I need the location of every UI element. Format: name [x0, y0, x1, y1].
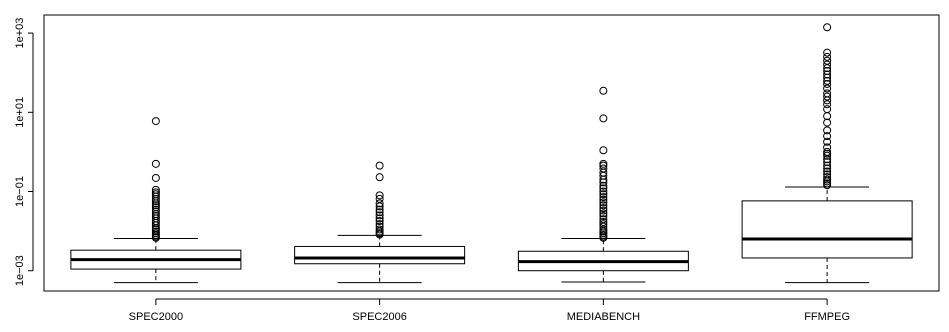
outlier-point — [375, 230, 384, 239]
outlier-point — [823, 52, 832, 61]
outlier-point — [375, 173, 384, 182]
outlier-point — [375, 194, 384, 203]
box-spec2006 — [294, 161, 466, 284]
outlier-point — [823, 167, 832, 176]
outlier-point — [599, 209, 608, 218]
outlier-point — [823, 92, 832, 101]
outlier-point — [599, 184, 608, 193]
outlier-point — [599, 86, 608, 95]
box-mediabench — [517, 86, 689, 283]
outlier-point — [599, 204, 608, 213]
outlier-point — [823, 79, 832, 88]
outlier-point — [151, 117, 160, 126]
outlier-point — [151, 159, 160, 168]
outlier-point — [823, 112, 832, 121]
outlier-point — [823, 143, 832, 152]
outlier-point — [599, 178, 608, 187]
outlier-point — [823, 164, 832, 173]
outlier-point — [599, 190, 608, 199]
outlier-point — [823, 48, 832, 57]
outlier-point — [599, 212, 608, 221]
outlier-point — [823, 158, 832, 167]
outlier-point — [823, 96, 832, 105]
outlier-point — [823, 181, 832, 190]
outlier-point — [375, 217, 384, 226]
outlier-point — [823, 132, 832, 141]
outlier-point — [823, 118, 832, 127]
x-tick-label: SPEC2000 — [129, 311, 183, 323]
outlier-point — [823, 73, 832, 82]
outlier-point — [599, 201, 608, 210]
y-tick-label: 1e+01 — [14, 97, 26, 128]
y-axis: 1e−03 1e−01 1e+01 1e+03 — [14, 18, 34, 286]
outlier-point — [151, 173, 160, 182]
boxes-group — [70, 23, 913, 284]
outlier-point — [823, 177, 832, 186]
box-iqr — [294, 245, 466, 265]
outlier-point — [823, 60, 832, 69]
outlier-point — [375, 199, 384, 208]
outlier-point — [375, 208, 384, 217]
x-axis: SPEC2000 SPEC2006 MEDIABENCH FFMPEG — [129, 298, 850, 323]
outlier-point — [823, 76, 832, 85]
outlier-point — [823, 149, 832, 158]
x-tick-label: MEDIABENCH — [567, 311, 640, 323]
y-tick-label: 1e−03 — [14, 255, 26, 286]
box-iqr — [741, 200, 913, 259]
y-tick-label: 1e−01 — [14, 176, 26, 207]
outlier-point — [599, 146, 608, 155]
outlier-point — [599, 195, 608, 204]
plot-area-frame — [43, 14, 940, 292]
y-tick-label: 1e+03 — [14, 18, 26, 49]
outlier-point — [151, 233, 160, 242]
outlier-point — [823, 155, 832, 164]
outlier-point — [375, 161, 384, 170]
x-tick-label: SPEC2006 — [352, 311, 406, 323]
outlier-point — [823, 23, 832, 32]
outlier-point — [151, 194, 160, 203]
outlier-point — [823, 126, 832, 135]
outlier-point — [823, 84, 832, 93]
outlier-point — [599, 233, 608, 242]
outlier-point — [375, 214, 384, 223]
outlier-point — [823, 105, 832, 114]
outlier-point — [823, 137, 832, 146]
outlier-point — [823, 173, 832, 182]
outlier-point — [599, 193, 608, 202]
outlier-point — [823, 70, 832, 79]
outlier-point — [375, 191, 384, 200]
outlier-point — [375, 225, 384, 234]
outlier-point — [151, 219, 160, 228]
outlier-point — [599, 187, 608, 196]
outlier-point — [823, 161, 832, 170]
outlier-point — [151, 221, 160, 230]
outlier-point — [151, 201, 160, 210]
box-ffmpeg — [741, 23, 913, 284]
outlier-point — [599, 198, 608, 207]
outlier-point — [823, 151, 832, 160]
outlier-point — [599, 181, 608, 190]
outlier-point — [823, 100, 832, 109]
outlier-point — [599, 206, 608, 215]
outlier-point — [375, 211, 384, 220]
box-spec2000 — [70, 117, 242, 284]
outlier-point — [375, 205, 384, 214]
x-tick-label: FFMPEG — [804, 311, 850, 323]
outlier-point — [599, 114, 608, 123]
outlier-point — [151, 197, 160, 206]
outlier-point — [151, 205, 160, 214]
outlier-point — [375, 202, 384, 211]
outlier-point — [823, 64, 832, 73]
outlier-point — [599, 175, 608, 184]
